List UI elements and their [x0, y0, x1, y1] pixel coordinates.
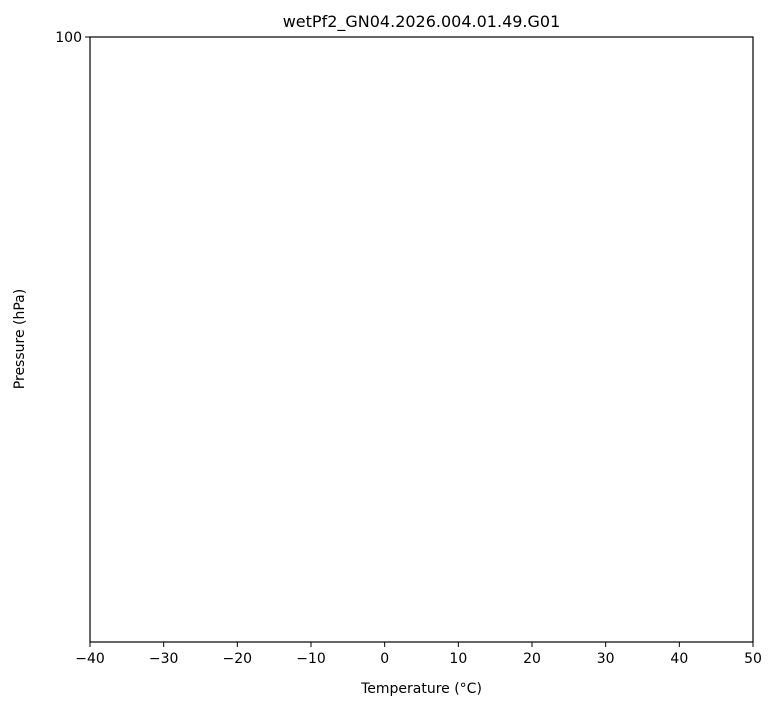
x-tick-label: 0 — [380, 651, 389, 667]
y-axis-title: Pressure (hPa) — [12, 289, 28, 389]
x-axis-title: Temperature (°C) — [360, 681, 482, 697]
x-tick-label: 10 — [449, 651, 467, 667]
x-tick-label: −10 — [296, 651, 326, 667]
plot-frame — [89, 36, 754, 643]
x-tick-label: −20 — [223, 651, 253, 667]
x-tick-label: −30 — [149, 651, 179, 667]
x-tick-label: 20 — [523, 651, 541, 667]
y-axis: 1002003004005006007008009001000 — [55, 30, 90, 46]
x-tick-label: −40 — [75, 651, 105, 667]
y-tick-label: 100 — [55, 30, 82, 46]
x-tick-label: 30 — [597, 651, 615, 667]
x-tick-label: 50 — [744, 651, 762, 667]
x-tick-label: 40 — [670, 651, 688, 667]
x-axis: −40 −30 −20 −10 0 10 20 30 40 50 — [75, 642, 762, 667]
chart-title: wetPf2_GN04.2026.004.01.49.G01 — [283, 12, 561, 32]
